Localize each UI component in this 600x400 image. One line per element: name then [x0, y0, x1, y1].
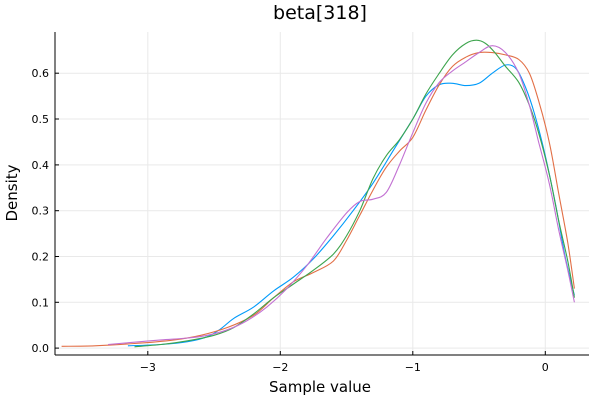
x-tick-label: −2: [272, 361, 288, 374]
series-layer: [62, 40, 575, 347]
y-tick-label: 0.0: [32, 342, 50, 355]
y-axis-label: Density: [3, 164, 21, 221]
y-tick-label: 0.1: [32, 296, 50, 309]
x-tick-label: −1: [405, 361, 421, 374]
x-tick-label: −3: [140, 361, 156, 374]
y-tick-label: 0.6: [32, 67, 50, 80]
x-ticks: −3 −2 −1 0: [140, 351, 549, 374]
grid: [55, 32, 589, 355]
y-tick-label: 0.2: [32, 251, 50, 264]
y-tick-label: 0.3: [32, 205, 50, 218]
y-tick-label: 0.4: [32, 159, 50, 172]
density-line-chain-3: [135, 40, 575, 347]
chart-title: beta[318]: [273, 2, 367, 24]
x-axis-label: Sample value: [269, 378, 371, 396]
density-line-chain-4: [108, 46, 574, 345]
density-line-chain-1: [128, 65, 575, 346]
y-tick-label: 0.5: [32, 113, 50, 126]
x-tick-label: 0: [542, 361, 549, 374]
